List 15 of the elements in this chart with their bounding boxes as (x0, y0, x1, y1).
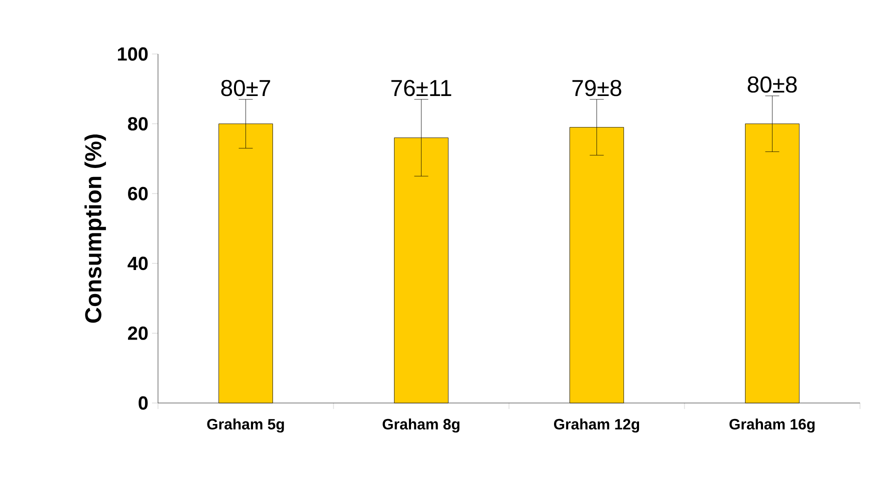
y-tick-label: 20 (128, 326, 148, 340)
y-tick-label: 0 (138, 396, 148, 410)
x-tick-label: Graham 12g (554, 418, 640, 433)
y-tick-label: 60 (128, 186, 148, 200)
data-label: 80±7 (221, 80, 270, 96)
data-label: 79±8 (572, 80, 622, 96)
x-tick-label: Graham 16g (730, 418, 815, 433)
y-tick-label: 40 (128, 256, 148, 270)
y-tick-label: 100 (118, 47, 148, 61)
y-axis-title: Consumption (%) (84, 134, 106, 323)
x-tick-label: Graham 8g (382, 418, 460, 433)
x-tick-label: Graham 5g (207, 418, 284, 433)
data-label: 76±11 (391, 80, 452, 96)
data-label: 80±8 (748, 76, 797, 93)
y-tick-label: 80 (128, 117, 148, 131)
